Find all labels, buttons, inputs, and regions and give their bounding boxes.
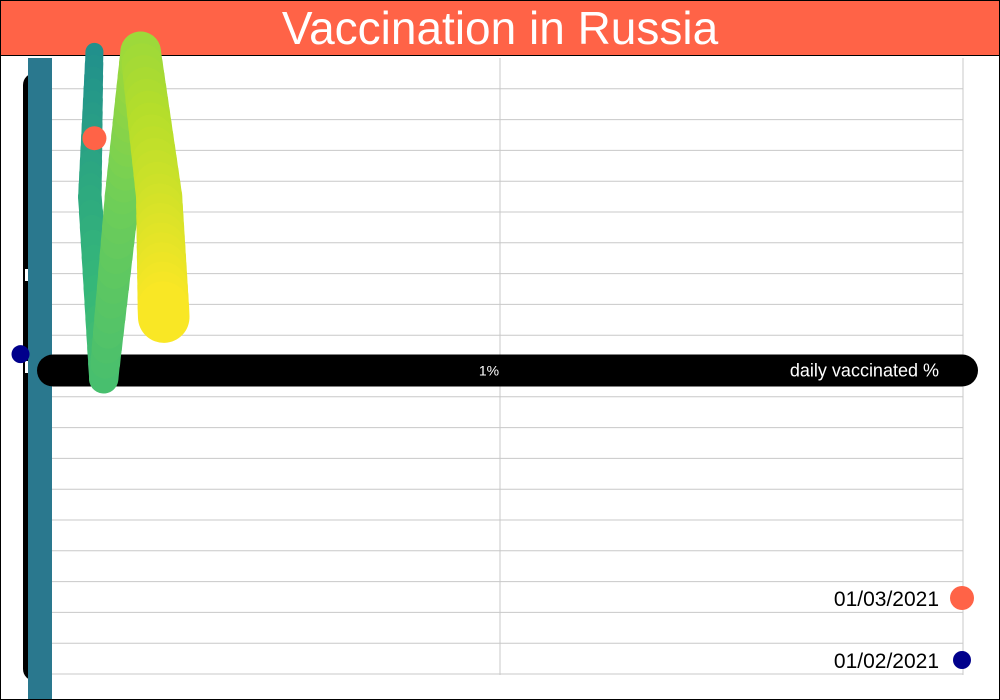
x-axis-bar xyxy=(37,354,978,387)
date-marker xyxy=(82,126,107,151)
legend-marker xyxy=(953,651,971,669)
date-marker xyxy=(11,345,30,364)
title-bar: Vaccination in Russia xyxy=(1,1,999,56)
legend-label: 01/03/2021 xyxy=(834,588,939,611)
x-axis-label: daily vaccinated % xyxy=(790,361,939,381)
legend-label: 01/02/2021 xyxy=(834,650,939,673)
vaccination-path xyxy=(77,31,190,394)
x-tick-label: 1% xyxy=(479,363,499,379)
chart-title: Vaccination in Russia xyxy=(281,2,719,54)
legend-marker xyxy=(950,586,974,610)
